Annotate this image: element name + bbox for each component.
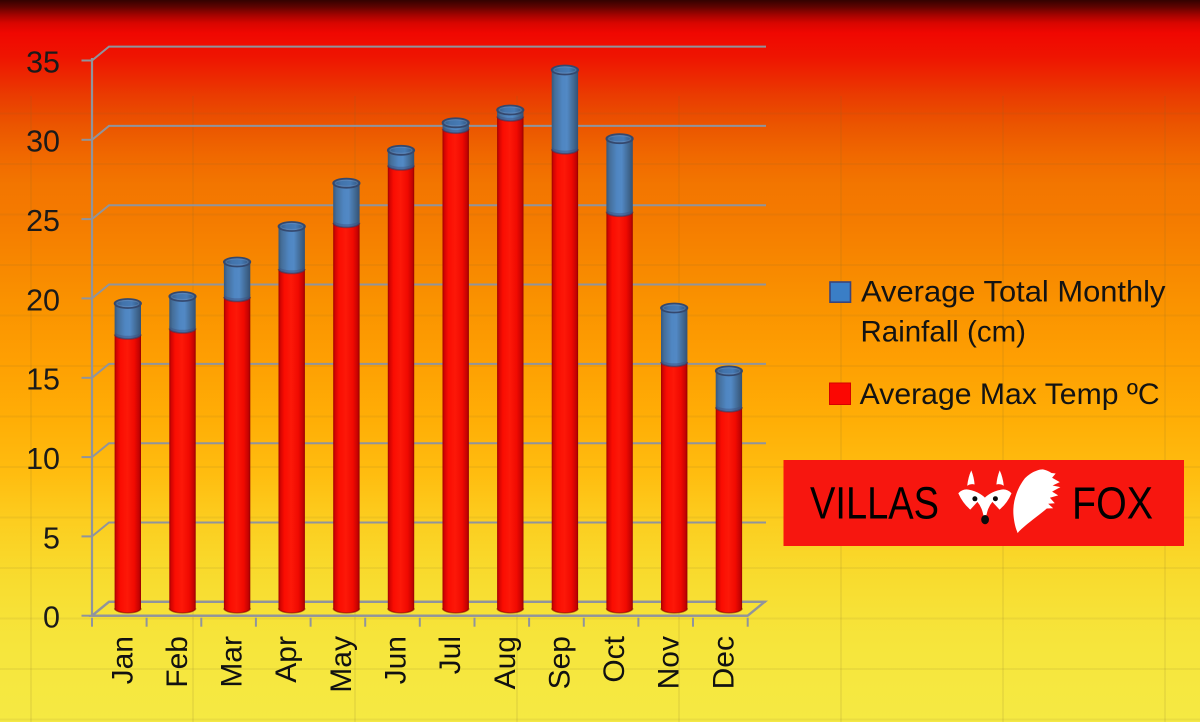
svg-text:Feb: Feb	[161, 636, 194, 688]
svg-text:Rainfall (cm): Rainfall (cm)	[861, 315, 1027, 348]
svg-text:May: May	[325, 636, 358, 693]
svg-text:35: 35	[26, 45, 60, 79]
svg-text:30: 30	[26, 125, 60, 159]
svg-text:Jan: Jan	[106, 636, 139, 684]
svg-text:FOX: FOX	[1072, 478, 1153, 529]
svg-text:Aug: Aug	[489, 636, 522, 689]
svg-text:0: 0	[43, 601, 60, 635]
svg-text:Jul: Jul	[434, 636, 467, 674]
svg-text:Dec: Dec	[707, 636, 740, 689]
svg-text:20: 20	[26, 283, 60, 317]
svg-text:Sep: Sep	[543, 636, 576, 689]
svg-text:10: 10	[26, 442, 60, 476]
svg-text:Nov: Nov	[653, 636, 686, 689]
svg-text:VILLAS: VILLAS	[810, 478, 939, 529]
svg-text:Oct: Oct	[598, 635, 631, 682]
svg-text:15: 15	[26, 363, 60, 397]
svg-text:Average Total Monthly: Average Total Monthly	[861, 275, 1166, 308]
svg-text:5: 5	[43, 521, 60, 555]
svg-text:25: 25	[26, 204, 60, 238]
svg-text:Mar: Mar	[216, 636, 249, 688]
svg-text:Jun: Jun	[380, 636, 413, 684]
svg-text:Apr: Apr	[270, 636, 303, 683]
svg-text:Average Max Temp ºC: Average Max Temp ºC	[860, 378, 1160, 411]
